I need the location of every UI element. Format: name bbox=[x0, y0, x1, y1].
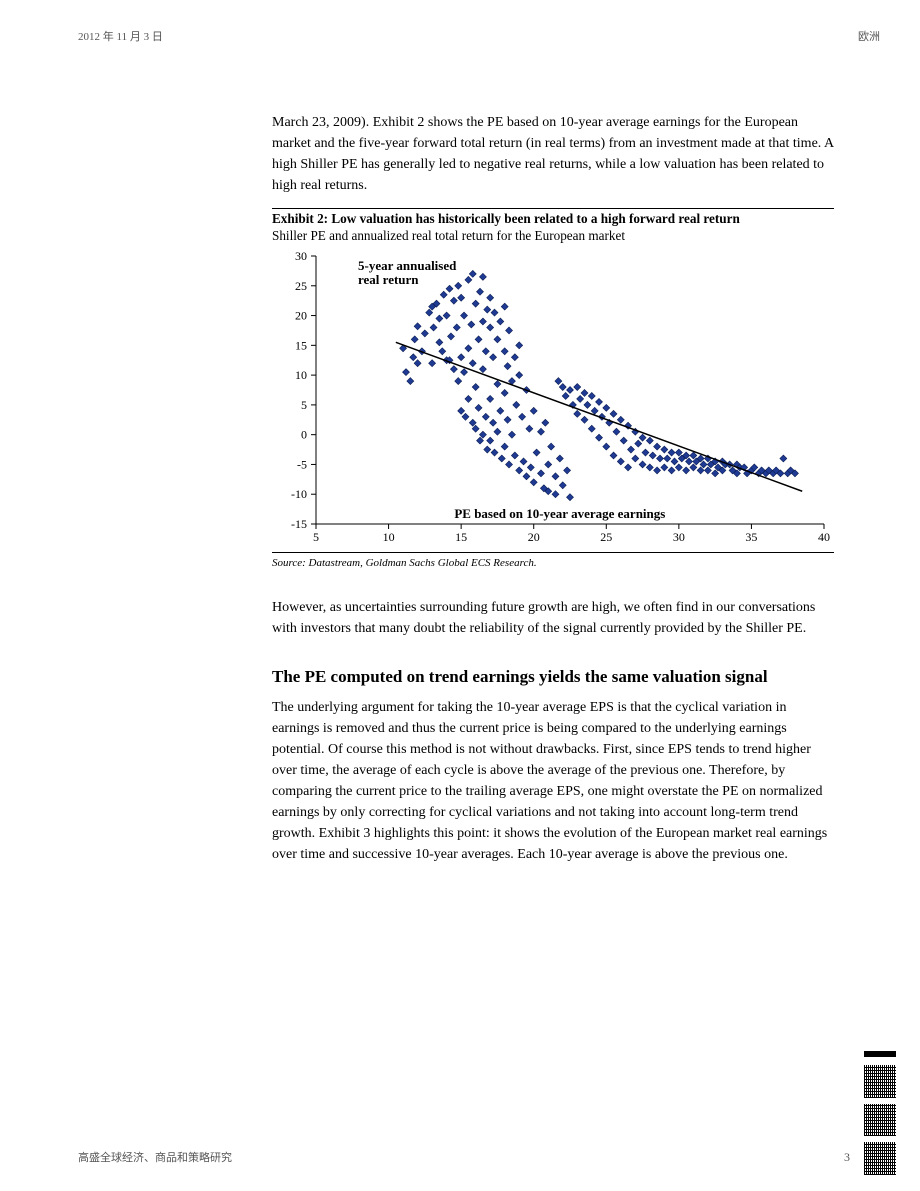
svg-text:30: 30 bbox=[295, 249, 307, 263]
svg-text:15: 15 bbox=[295, 338, 307, 352]
svg-text:20: 20 bbox=[528, 530, 540, 544]
exhibit-title: Exhibit 2: Low valuation has historicall… bbox=[272, 211, 834, 227]
svg-text:10: 10 bbox=[295, 368, 307, 382]
svg-text:real return: real return bbox=[358, 272, 419, 287]
paragraph-after-exhibit: However, as uncertainties surrounding fu… bbox=[272, 597, 834, 639]
svg-text:10: 10 bbox=[383, 530, 395, 544]
exhibit-subtitle: Shiller PE and annualized real total ret… bbox=[272, 228, 834, 244]
header-date: 2012 年 11 月 3 日 bbox=[78, 28, 163, 44]
svg-text:PE based on 10-year average ea: PE based on 10-year average earnings bbox=[454, 506, 665, 521]
svg-text:5-year annualised: 5-year annualised bbox=[358, 258, 457, 273]
exhibit-top-rule bbox=[272, 208, 834, 209]
main-content: March 23, 2009). Exhibit 2 shows the PE … bbox=[272, 112, 834, 877]
footer-left: 高盛全球经济、商品和策略研究 bbox=[78, 1149, 232, 1165]
header-region: 欧洲 bbox=[858, 28, 880, 44]
svg-text:35: 35 bbox=[745, 530, 757, 544]
exhibit-chart: 5 10 15 20 25 30 35 40 -15 -10 -5 0 5 10 15 20 25 30 5-yea… bbox=[272, 248, 834, 548]
barcode-graphic bbox=[864, 1051, 896, 1181]
svg-text:20: 20 bbox=[295, 309, 307, 323]
svg-text:15: 15 bbox=[455, 530, 467, 544]
footer-page-number: 3 bbox=[844, 1150, 850, 1165]
exhibit-bottom-rule bbox=[272, 552, 834, 553]
section-heading: The PE computed on trend earnings yields… bbox=[272, 667, 834, 687]
svg-text:-5: -5 bbox=[297, 457, 307, 471]
scatter-plot: 5 10 15 20 25 30 35 40 -15 -10 -5 0 5 10 15 20 25 30 5-yea… bbox=[272, 248, 832, 548]
exhibit-source: Source: Datastream, Goldman Sachs Global… bbox=[272, 557, 834, 569]
svg-text:5: 5 bbox=[301, 398, 307, 412]
svg-text:30: 30 bbox=[673, 530, 685, 544]
svg-text:5: 5 bbox=[313, 530, 319, 544]
section-body: The underlying argument for taking the 1… bbox=[272, 697, 834, 865]
intro-paragraph: March 23, 2009). Exhibit 2 shows the PE … bbox=[272, 112, 834, 196]
svg-text:0: 0 bbox=[301, 428, 307, 442]
svg-text:25: 25 bbox=[600, 530, 612, 544]
svg-text:25: 25 bbox=[295, 279, 307, 293]
svg-text:-10: -10 bbox=[291, 487, 307, 501]
svg-text:40: 40 bbox=[818, 530, 830, 544]
svg-text:-15: -15 bbox=[291, 517, 307, 531]
